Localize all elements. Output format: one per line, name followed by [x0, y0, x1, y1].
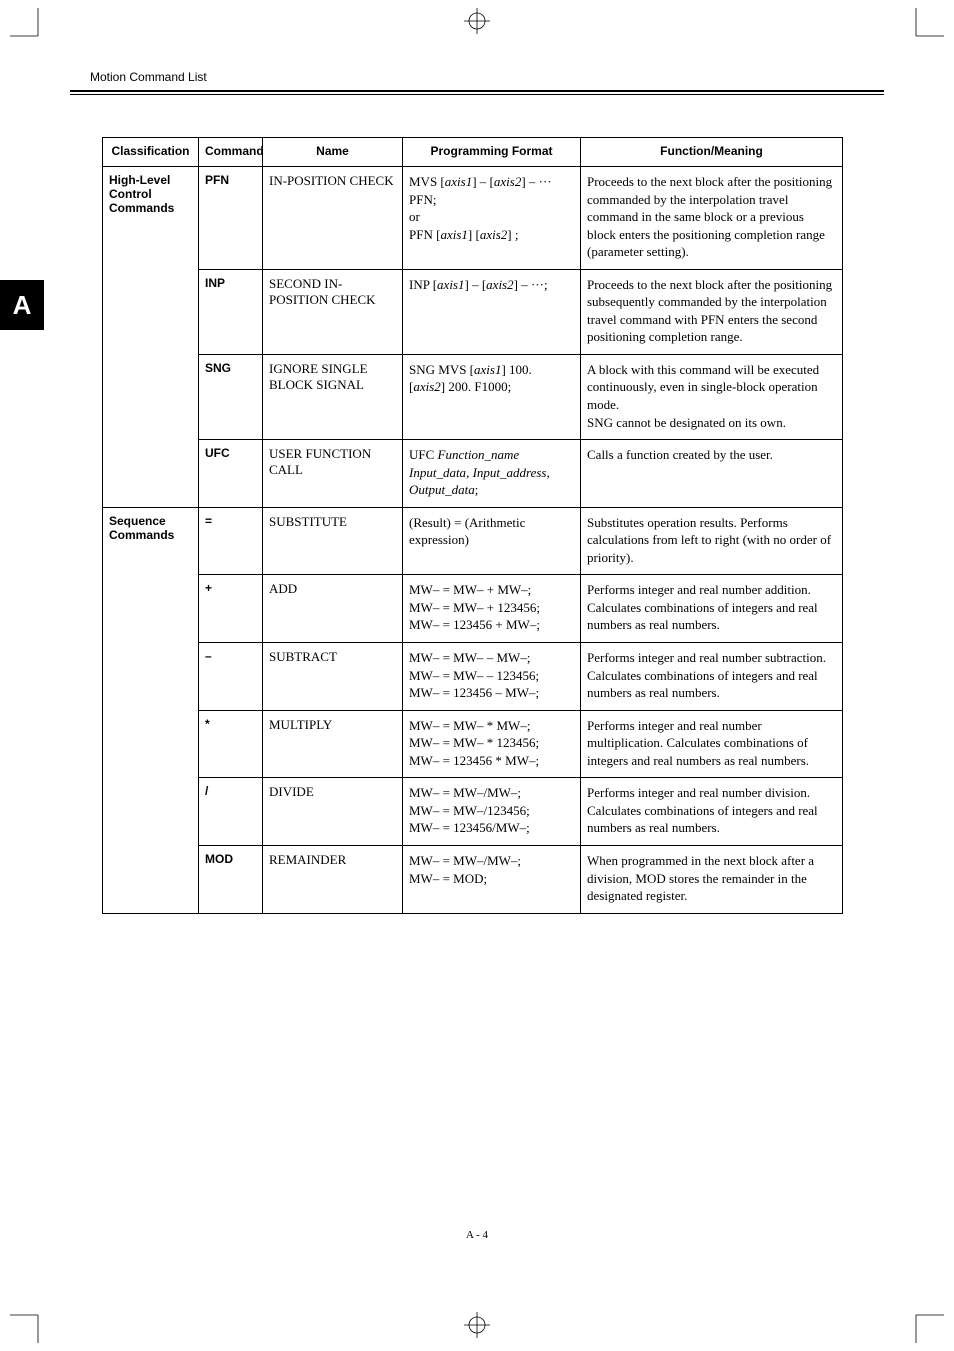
crop-mark-bl	[10, 1307, 46, 1343]
table-row: SequenceCommands=SUBSTITUTE(Result) = (A…	[103, 507, 843, 575]
name-cell: DIVIDE	[263, 778, 403, 846]
function-cell: Performs integer and real number multipl…	[581, 710, 843, 778]
function-cell: A block with this command will be execut…	[581, 354, 843, 439]
command-cell: –	[199, 643, 263, 711]
table-row: /DIVIDEMW– = MW–/MW–;MW– = MW–/123456;MW…	[103, 778, 843, 846]
col-header-name: Name	[263, 138, 403, 167]
command-cell: +	[199, 575, 263, 643]
format-cell: SNG MVS [axis1] 100.[axis2] 200. F1000;	[403, 354, 581, 439]
col-header-classification: Classification	[103, 138, 199, 167]
name-cell: MULTIPLY	[263, 710, 403, 778]
name-cell: USER FUNCTION CALL	[263, 440, 403, 508]
crop-mark-br	[908, 1307, 944, 1343]
format-cell: MVS [axis1] – [axis2] – ···PFN;orPFN [ax…	[403, 167, 581, 270]
command-cell: *	[199, 710, 263, 778]
function-cell: Performs integer and real number additio…	[581, 575, 843, 643]
function-cell: Performs integer and real number divisio…	[581, 778, 843, 846]
col-header-function: Function/Meaning	[581, 138, 843, 167]
running-head: Motion Command List	[70, 70, 884, 84]
table-header-row: Classification Command Name Programming …	[103, 138, 843, 167]
classification-cell: SequenceCommands	[103, 507, 199, 913]
name-cell: REMAINDER	[263, 845, 403, 913]
format-cell: UFC Function_nameInput_data, Input_addre…	[403, 440, 581, 508]
crop-mark-tl	[10, 8, 46, 44]
section-tab: A	[0, 280, 44, 330]
format-cell: MW– = MW–/MW–;MW– = MOD;	[403, 845, 581, 913]
format-cell: MW– = MW– * MW–;MW– = MW– * 123456;MW– =…	[403, 710, 581, 778]
function-cell: When programmed in the next block after …	[581, 845, 843, 913]
function-cell: Substitutes operation results. Performs …	[581, 507, 843, 575]
table-row: MODREMAINDERMW– = MW–/MW–;MW– = MOD;When…	[103, 845, 843, 913]
function-cell: Performs integer and real number subtrac…	[581, 643, 843, 711]
command-cell: /	[199, 778, 263, 846]
col-header-format: Programming Format	[403, 138, 581, 167]
header-rule-thin	[70, 94, 884, 95]
table-row: –SUBTRACTMW– = MW– – MW–;MW– = MW– – 123…	[103, 643, 843, 711]
registration-mark-top	[462, 6, 492, 41]
table-row: *MULTIPLYMW– = MW– * MW–;MW– = MW– * 123…	[103, 710, 843, 778]
table-row: SNGIGNORE SINGLE BLOCK SIGNALSNG MVS [ax…	[103, 354, 843, 439]
command-table: Classification Command Name Programming …	[102, 137, 843, 914]
format-cell: MW– = MW–/MW–;MW– = MW–/123456;MW– = 123…	[403, 778, 581, 846]
format-cell: INP [axis1] – [axis2] – ···;	[403, 269, 581, 354]
function-cell: Proceeds to the next block after the pos…	[581, 269, 843, 354]
format-cell: MW– = MW– – MW–;MW– = MW– – 123456;MW– =…	[403, 643, 581, 711]
name-cell: ADD	[263, 575, 403, 643]
command-cell: PFN	[199, 167, 263, 270]
col-header-command: Command	[199, 138, 263, 167]
command-cell: MOD	[199, 845, 263, 913]
name-cell: IGNORE SINGLE BLOCK SIGNAL	[263, 354, 403, 439]
name-cell: SUBSTITUTE	[263, 507, 403, 575]
name-cell: SECOND IN-POSITION CHECK	[263, 269, 403, 354]
name-cell: IN-POSITION CHECK	[263, 167, 403, 270]
function-cell: Proceeds to the next block after the pos…	[581, 167, 843, 270]
page-number: A - 4	[466, 1229, 488, 1241]
command-cell: =	[199, 507, 263, 575]
table-row: +ADDMW– = MW– + MW–;MW– = MW– + 123456;M…	[103, 575, 843, 643]
function-cell: Calls a function created by the user.	[581, 440, 843, 508]
table-row: UFCUSER FUNCTION CALLUFC Function_nameIn…	[103, 440, 843, 508]
format-cell: (Result) = (Arithmetic expression)	[403, 507, 581, 575]
table-row: High-LevelControlCommandsPFNIN-POSITION …	[103, 167, 843, 270]
classification-cell: High-LevelControlCommands	[103, 167, 199, 508]
command-cell: INP	[199, 269, 263, 354]
page-content: Motion Command List A Classification Com…	[70, 70, 884, 914]
command-cell: SNG	[199, 354, 263, 439]
format-cell: MW– = MW– + MW–;MW– = MW– + 123456;MW– =…	[403, 575, 581, 643]
command-cell: UFC	[199, 440, 263, 508]
table-row: INPSECOND IN-POSITION CHECKINP [axis1] –…	[103, 269, 843, 354]
header-rule-thick	[70, 90, 884, 92]
registration-mark-bottom	[462, 1310, 492, 1345]
name-cell: SUBTRACT	[263, 643, 403, 711]
crop-mark-tr	[908, 8, 944, 44]
